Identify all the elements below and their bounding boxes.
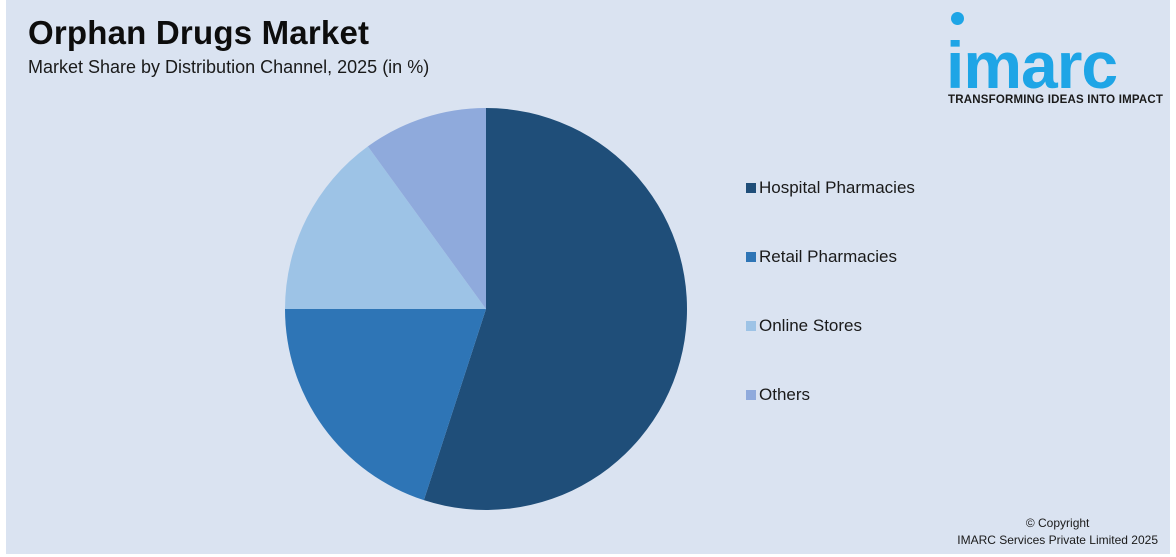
copyright-company: IMARC Services Private Limited 2025 <box>957 533 1158 547</box>
chart-title: Orphan Drugs Market <box>28 14 370 51</box>
pie-slice-retail-pharmacies <box>285 309 486 501</box>
legend-label: Others <box>759 385 811 404</box>
pie-chart <box>285 108 688 510</box>
legend-label: Online Stores <box>759 316 862 335</box>
imarc-logo: imarc TRANSFORMING IDEAS INTO IMPACT <box>946 10 1170 110</box>
pie-slice-online-stores <box>285 146 486 309</box>
pie-slice-hospital-pharmacies <box>423 108 688 510</box>
legend-label: Hospital Pharmacies <box>759 178 915 197</box>
legend-label: Retail Pharmacies <box>759 247 897 266</box>
legend-swatch <box>746 390 756 400</box>
pie-slice-others <box>367 108 486 309</box>
chart-background: Orphan Drugs Market Market Share by Dist… <box>6 0 1170 554</box>
logo-wordmark: imarc <box>946 28 1118 102</box>
copyright-line: © Copyright <box>1025 516 1090 530</box>
logo-dot-icon <box>951 12 964 25</box>
chart-subtitle: Market Share by Distribution Channel, 20… <box>28 57 430 77</box>
copyright-notice: © Copyright IMARC Services Private Limit… <box>957 515 1158 549</box>
legend-swatch <box>746 321 756 331</box>
logo-tagline: TRANSFORMING IDEAS INTO IMPACT <box>948 94 1164 106</box>
legend-swatch <box>746 252 756 262</box>
legend-swatch <box>746 183 756 193</box>
